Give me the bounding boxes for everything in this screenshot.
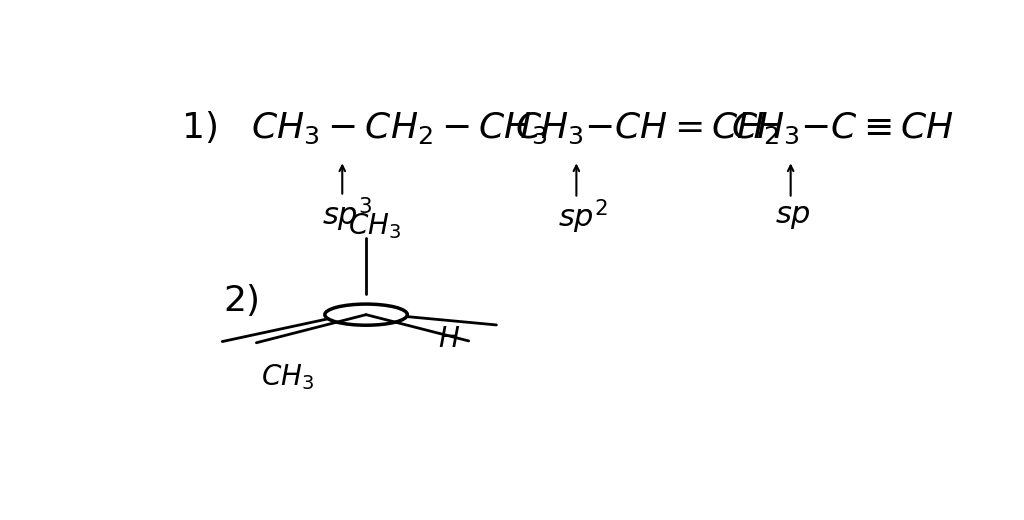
Text: 1): 1) bbox=[182, 111, 219, 146]
Text: $sp^2$: $sp^2$ bbox=[558, 197, 608, 236]
Text: $CH_3{-}C{\equiv}CH$: $CH_3{-}C{\equiv}CH$ bbox=[731, 111, 954, 146]
Text: $sp^3$: $sp^3$ bbox=[323, 196, 373, 234]
Text: $CH_3 - CH_2 - CH_3$: $CH_3 - CH_2 - CH_3$ bbox=[251, 111, 547, 146]
Text: $CH_3$: $CH_3$ bbox=[348, 212, 401, 241]
Text: $sp$: $sp$ bbox=[775, 202, 811, 231]
Text: 2): 2) bbox=[223, 283, 260, 318]
Text: $H$: $H$ bbox=[437, 324, 460, 353]
Text: $CH_3{-}CH{=}CH_2$: $CH_3{-}CH{=}CH_2$ bbox=[515, 111, 779, 146]
Text: $CH_3$: $CH_3$ bbox=[260, 362, 313, 392]
